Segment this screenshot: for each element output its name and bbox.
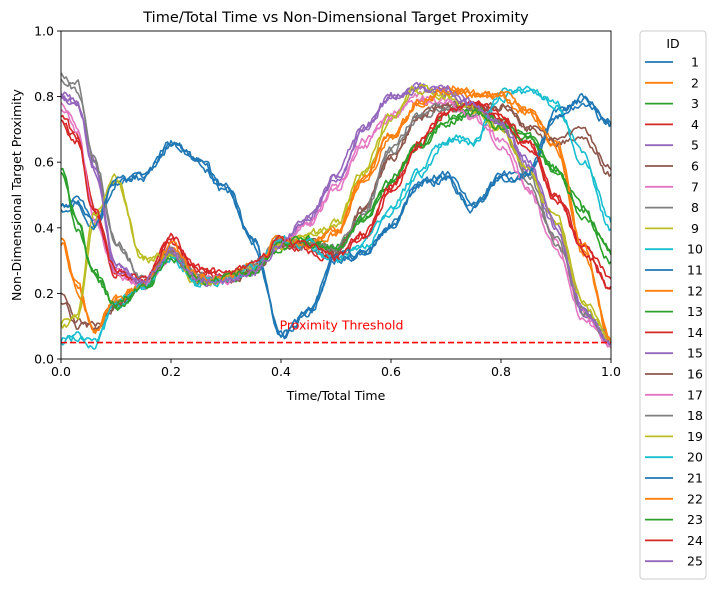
legend: ID12345678910111213141516171819202122232… [639,30,707,580]
x-tick-label: 1.0 [601,364,621,379]
series-line-13 [61,104,611,310]
x-axis-label: Time/Total Time [286,388,386,403]
y-tick-label: 0.0 [34,352,54,367]
series-line-22 [61,89,611,341]
y-tick-label: 0.6 [34,155,54,170]
legend-label-16: 16 [687,367,703,382]
legend-label-17: 17 [687,387,703,402]
y-tick-label: 0.4 [34,220,54,235]
legend-label-23: 23 [687,512,703,527]
legend-title: ID [666,36,679,51]
legend-label-3: 3 [691,96,699,111]
legend-label-5: 5 [691,138,699,153]
series-line-25 [61,84,611,346]
legend-label-24: 24 [687,533,703,548]
legend-label-19: 19 [687,429,703,444]
x-tick-label: 0.4 [271,364,291,379]
y-tick-label: 0.8 [34,89,54,104]
y-tick-label: 0.2 [34,286,54,301]
y-axis-label: Non-Dimensional Target Proximity [9,88,24,300]
legend-label-4: 4 [691,117,699,132]
x-tick-label: 0.8 [491,364,511,379]
legend-label-20: 20 [687,450,703,465]
legend-label-25: 25 [687,554,703,569]
x-tick-label: 0.6 [381,364,401,379]
legend-label-7: 7 [691,179,699,194]
legend-label-18: 18 [687,408,703,423]
legend-label-12: 12 [687,283,703,298]
series-line-19 [61,84,611,343]
legend-label-14: 14 [687,325,703,340]
legend-label-13: 13 [687,304,703,319]
plot-area: 0.00.0 0.2 0.2 0.4 0.4 0.6 0.6 0.8 0.8 1.0 1.0 Prox… [34,24,621,380]
series-line-24 [61,102,611,290]
legend-label-9: 9 [691,221,699,236]
legend-label-10: 10 [687,242,703,257]
legend-label-8: 8 [691,200,699,215]
legend-label-2: 2 [691,75,699,90]
x-tick-label: 0.2 [161,364,181,379]
legend-box [639,30,707,580]
legend-label-22: 22 [687,491,703,506]
legend-label-1: 1 [691,55,699,70]
series-group [61,72,611,350]
legend-label-11: 11 [687,263,703,278]
series-line-23 [61,108,611,309]
legend-label-15: 15 [687,346,703,361]
series-line-21 [61,92,611,340]
threshold-label: Proximity Threshold [280,318,404,333]
y-tick-label: 1.0 [34,24,54,39]
chart-title: Time/Total Time vs Non-Dimensional Targe… [142,10,529,26]
legend-label-6: 6 [691,159,699,174]
legend-label-21: 21 [687,471,703,486]
x-tick-label: 0.0 [51,364,71,379]
axes-frame [60,30,612,360]
